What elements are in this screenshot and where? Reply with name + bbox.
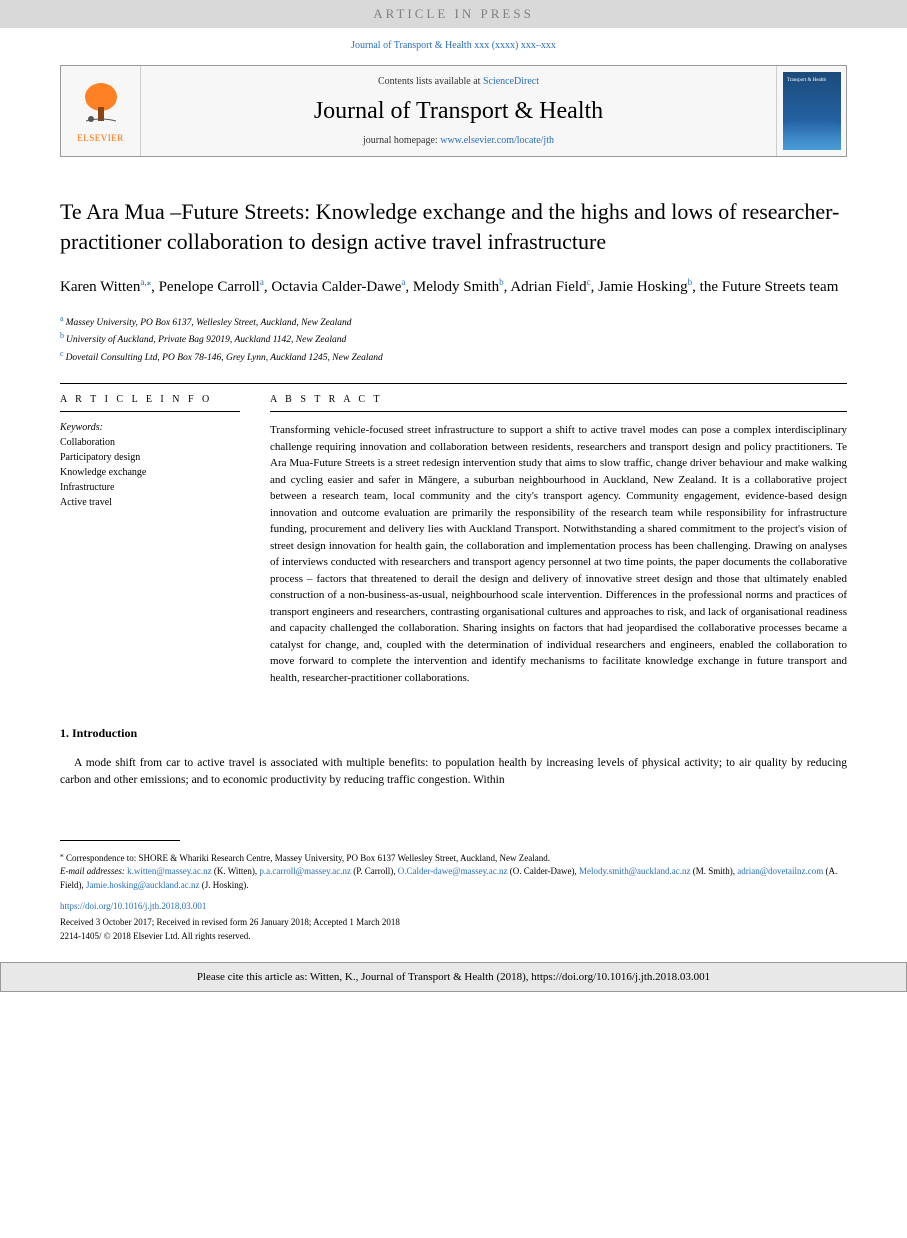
- doi-link[interactable]: https://doi.org/10.1016/j.jth.2018.03.00…: [60, 901, 206, 911]
- abstract-column: A B S T R A C T Transforming vehicle-foc…: [270, 394, 847, 686]
- author-affil-sup: a: [260, 277, 264, 287]
- abstract-text: Transforming vehicle-focused street infr…: [270, 422, 847, 686]
- email-link[interactable]: Jamie.hosking@auckland.ac.nz: [86, 880, 200, 890]
- affiliation-sup: a: [60, 314, 66, 323]
- section-1-heading: 1. Introduction: [60, 726, 847, 741]
- elsevier-logo[interactable]: ELSEVIER: [61, 66, 141, 156]
- affiliation-sup: c: [60, 349, 66, 358]
- author: Octavia Calder-Dawe: [271, 279, 401, 295]
- elsevier-tree-icon: [76, 79, 126, 129]
- email-who: (O. Calder-Dawe),: [507, 866, 579, 876]
- email-addresses: E-mail addresses: k.witten@massey.ac.nz …: [60, 865, 847, 892]
- copyright: 2214-1405/ © 2018 Elsevier Ltd. All righ…: [60, 930, 847, 944]
- affiliation-sup: b: [60, 331, 66, 340]
- email-link[interactable]: k.witten@massey.ac.nz: [127, 866, 211, 876]
- email-who: (P. Carroll),: [351, 866, 398, 876]
- affiliation: b University of Auckland, Private Bag 92…: [60, 330, 847, 347]
- email-label: E-mail addresses:: [60, 866, 127, 876]
- author-corr-sup: ⁎: [147, 277, 152, 287]
- journal-reference: Journal of Transport & Health xxx (xxxx)…: [60, 40, 847, 51]
- sciencedirect-link[interactable]: ScienceDirect: [483, 76, 539, 87]
- doi-line: https://doi.org/10.1016/j.jth.2018.03.00…: [60, 900, 847, 914]
- homepage-prefix: journal homepage:: [363, 135, 440, 146]
- email-link[interactable]: adrian@dovetailnz.com: [737, 866, 823, 876]
- journal-title: Journal of Transport & Health: [153, 98, 764, 125]
- article-info-column: A R T I C L E I N F O Keywords: Collabor…: [60, 394, 240, 686]
- author-affil-sup: b: [688, 277, 693, 287]
- article-title: Te Ara Mua –Future Streets: Knowledge ex…: [60, 197, 847, 256]
- header-center: Contents lists available at ScienceDirec…: [141, 66, 776, 156]
- keyword: Collaboration: [60, 435, 240, 450]
- author: Penelope Carroll: [159, 279, 260, 295]
- author: the Future Streets team: [700, 279, 839, 295]
- received-dates: Received 3 October 2017; Received in rev…: [60, 916, 847, 930]
- keyword: Participatory design: [60, 450, 240, 465]
- contents-prefix: Contents lists available at: [378, 76, 483, 87]
- author: Jamie Hosking: [598, 279, 688, 295]
- affiliation: a Massey University, PO Box 6137, Welles…: [60, 313, 847, 330]
- affiliation: c Dovetail Consulting Ltd, PO Box 78-146…: [60, 348, 847, 365]
- separator: [60, 383, 847, 384]
- author-affil-sup: a: [401, 277, 405, 287]
- cover-title: Transport & Health: [787, 78, 826, 84]
- author-affil-sup: c: [587, 277, 591, 287]
- footnote-separator: [60, 840, 180, 841]
- corr-text: Correspondence to: SHORE & Whariki Resea…: [64, 853, 550, 863]
- keywords-list: CollaborationParticipatory designKnowled…: [60, 435, 240, 510]
- cite-box: Please cite this article as: Witten, K.,…: [0, 962, 907, 992]
- email-link[interactable]: Melody.smith@auckland.ac.nz: [579, 866, 690, 876]
- author: Melody Smith: [413, 279, 499, 295]
- author-list: Karen Wittena,⁎, Penelope Carrolla, Octa…: [60, 276, 847, 299]
- email-who: (J. Hosking).: [200, 880, 249, 890]
- author-affil-sup: b: [499, 277, 504, 287]
- email-who: (M. Smith),: [690, 866, 737, 876]
- contents-line: Contents lists available at ScienceDirec…: [153, 76, 764, 87]
- email-link[interactable]: p.a.carroll@massey.ac.nz: [259, 866, 351, 876]
- intro-paragraph: A mode shift from car to active travel i…: [60, 755, 847, 790]
- homepage-line: journal homepage: www.elsevier.com/locat…: [153, 135, 764, 146]
- author: Karen Witten: [60, 279, 140, 295]
- affiliations: a Massey University, PO Box 6137, Welles…: [60, 313, 847, 365]
- keyword: Knowledge exchange: [60, 465, 240, 480]
- keywords-label: Keywords:: [60, 422, 240, 433]
- author: Adrian Field: [510, 279, 586, 295]
- journal-cover-thumb[interactable]: Transport & Health: [776, 66, 846, 156]
- article-in-press-banner: ARTICLE IN PRESS: [0, 0, 907, 28]
- footnotes: ⁎ Correspondence to: SHORE & Whariki Res…: [60, 849, 847, 944]
- keyword: Active travel: [60, 495, 240, 510]
- journal-header: ELSEVIER Contents lists available at Sci…: [60, 65, 847, 157]
- email-who: (K. Witten),: [212, 866, 260, 876]
- elsevier-text: ELSEVIER: [77, 133, 124, 143]
- article-info-label: A R T I C L E I N F O: [60, 394, 240, 412]
- homepage-link[interactable]: www.elsevier.com/locate/jth: [440, 135, 554, 146]
- abstract-label: A B S T R A C T: [270, 394, 847, 412]
- email-link[interactable]: O.Calder-dawe@massey.ac.nz: [398, 866, 508, 876]
- correspondence: ⁎ Correspondence to: SHORE & Whariki Res…: [60, 849, 847, 866]
- keyword: Infrastructure: [60, 480, 240, 495]
